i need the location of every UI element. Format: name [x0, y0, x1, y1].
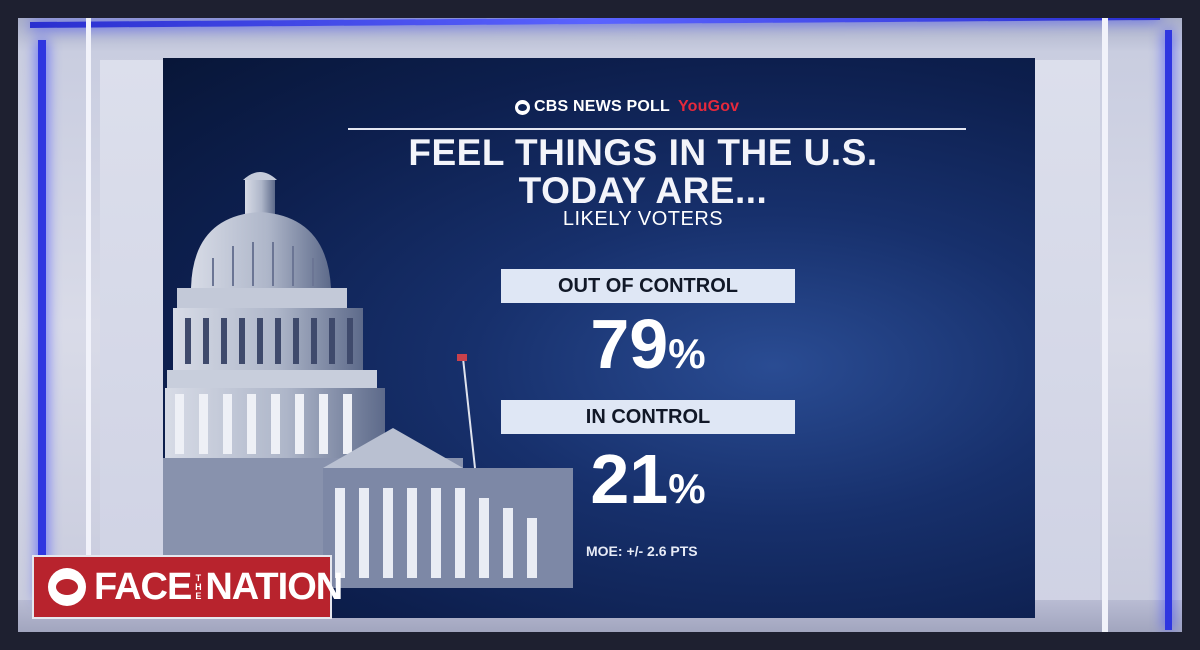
- show-title-the: THE: [195, 572, 202, 601]
- yougov-logo: YouGov: [677, 98, 740, 115]
- divider-rule: [348, 128, 966, 130]
- result-unit: %: [668, 465, 706, 512]
- result-unit: %: [668, 330, 706, 377]
- result-value-in-control: 21%: [498, 439, 798, 519]
- headline-line-1: FEEL THINGS IN THE U.S.: [408, 132, 878, 173]
- show-title-word-1: FACE: [94, 565, 192, 608]
- show-title-word-2: NATION: [205, 565, 343, 608]
- subhead: LIKELY VOTERS: [562, 208, 724, 230]
- result-label-in-control: IN CONTROL: [501, 400, 795, 434]
- cbs-eye-logo-icon: [515, 99, 530, 115]
- headline: FEEL THINGS IN THE U.S. TODAY ARE...: [363, 134, 923, 210]
- result-number: 21: [590, 440, 669, 518]
- neon-light-right: [1165, 30, 1172, 630]
- headline-line-2: TODAY ARE...: [518, 170, 768, 211]
- show-logo-face-the-nation: FACE THE NATION: [32, 555, 343, 619]
- light-strip-right: [1102, 12, 1108, 632]
- poll-graphic-screen: CBS NEWS POLL YouGov FEEL THINGS IN THE …: [163, 58, 1035, 618]
- cbs-eye-icon: [48, 568, 86, 606]
- result-number: 79: [590, 305, 669, 383]
- show-title: FACE THE NATION: [94, 565, 343, 609]
- result-label-out-of-control: OUT OF CONTROL: [501, 269, 795, 303]
- poll-brand: CBS NEWS POLL YouGov: [515, 96, 739, 118]
- result-value-out-of-control: 79%: [498, 304, 798, 384]
- poll-brand-label: CBS NEWS POLL: [534, 98, 670, 115]
- margin-of-error: MOE: +/- 2.6 PTS: [586, 543, 698, 559]
- light-strip-left: [86, 10, 91, 570]
- neon-light-left: [38, 40, 46, 600]
- capitol-building-image: [163, 172, 573, 588]
